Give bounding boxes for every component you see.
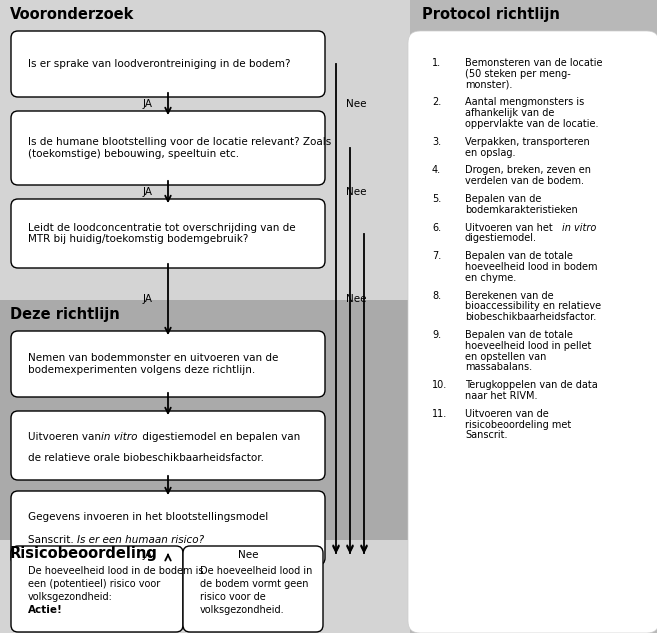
- FancyBboxPatch shape: [11, 199, 325, 268]
- Text: Aantal mengmonsters is: Aantal mengmonsters is: [465, 97, 584, 108]
- Text: Nee: Nee: [346, 99, 367, 109]
- Text: massabalans.: massabalans.: [465, 363, 532, 372]
- Text: JA: JA: [143, 99, 153, 109]
- Text: Is er een humaan risico?: Is er een humaan risico?: [77, 535, 204, 545]
- Text: Uitvoeren van het: Uitvoeren van het: [465, 223, 556, 232]
- Text: en opslag.: en opslag.: [465, 147, 516, 158]
- Text: een (potentieel) risico voor: een (potentieel) risico voor: [28, 579, 160, 589]
- Bar: [0, 0, 410, 300]
- Text: Risicobeoordeling: Risicobeoordeling: [10, 546, 158, 561]
- Text: 9.: 9.: [432, 330, 441, 340]
- Text: De hoeveelheid lood in de bodem is: De hoeveelheid lood in de bodem is: [28, 566, 204, 576]
- Text: Is de humane blootstelling voor de locatie relevant? Zoals
(toekomstige) bebouwi: Is de humane blootstelling voor de locat…: [28, 137, 331, 159]
- Text: digestiemodel en bepalen van: digestiemodel en bepalen van: [139, 432, 300, 442]
- Text: JA: JA: [143, 187, 153, 197]
- Text: Bepalen van de totale: Bepalen van de totale: [465, 251, 573, 261]
- Text: in vitro: in vitro: [562, 223, 597, 232]
- Text: (50 steken per meng-: (50 steken per meng-: [465, 69, 571, 78]
- Text: volksgezondheid.: volksgezondheid.: [200, 605, 284, 615]
- Text: in vitro: in vitro: [101, 432, 137, 442]
- Text: afhankelijk van de: afhankelijk van de: [465, 108, 555, 118]
- Text: biobeschikbaarheidsfactor.: biobeschikbaarheidsfactor.: [465, 312, 597, 322]
- Text: Sanscrit.: Sanscrit.: [28, 535, 77, 545]
- FancyBboxPatch shape: [11, 331, 325, 397]
- Text: 7.: 7.: [432, 251, 442, 261]
- FancyBboxPatch shape: [11, 546, 183, 632]
- FancyBboxPatch shape: [408, 31, 657, 633]
- Text: Nee: Nee: [238, 551, 258, 560]
- FancyBboxPatch shape: [183, 546, 323, 632]
- Text: JA: JA: [143, 551, 153, 560]
- Text: Drogen, breken, zeven en: Drogen, breken, zeven en: [465, 165, 591, 175]
- Text: digestiemodel.: digestiemodel.: [465, 234, 537, 244]
- Text: 6.: 6.: [432, 223, 441, 232]
- Text: verdelen van de bodem.: verdelen van de bodem.: [465, 176, 584, 186]
- Text: Nee: Nee: [346, 187, 367, 197]
- Text: Leidt de loodconcentratie tot overschrijding van de
MTR bij huidig/toekomstig bo: Leidt de loodconcentratie tot overschrij…: [28, 223, 296, 244]
- FancyBboxPatch shape: [11, 111, 325, 185]
- FancyBboxPatch shape: [11, 31, 325, 97]
- Text: Actie!: Actie!: [28, 605, 63, 615]
- Bar: [410, 0, 657, 633]
- Text: Gegevens invoeren in het blootstellingsmodel: Gegevens invoeren in het blootstellingsm…: [28, 512, 268, 522]
- Text: Nemen van bodemmonster en uitvoeren van de
bodemexperimenten volgens deze richtl: Nemen van bodemmonster en uitvoeren van …: [28, 353, 279, 375]
- Text: JA: JA: [143, 294, 153, 304]
- FancyBboxPatch shape: [11, 491, 325, 565]
- Text: 4.: 4.: [432, 165, 441, 175]
- Text: Bepalen van de: Bepalen van de: [465, 194, 541, 204]
- Text: Uitvoeren van: Uitvoeren van: [28, 432, 104, 442]
- Text: Vooronderzoek: Vooronderzoek: [10, 7, 135, 22]
- Text: naar het RIVM.: naar het RIVM.: [465, 391, 537, 401]
- Text: Is er sprake van loodverontreiniging in de bodem?: Is er sprake van loodverontreiniging in …: [28, 59, 290, 69]
- Text: hoeveelheid lood in pellet: hoeveelheid lood in pellet: [465, 341, 591, 351]
- Bar: [0, 300, 410, 540]
- Text: de relatieve orale biobeschikbaarheidsfactor.: de relatieve orale biobeschikbaarheidsfa…: [28, 453, 264, 463]
- Text: risico voor de: risico voor de: [200, 592, 265, 602]
- Text: 10.: 10.: [432, 380, 447, 390]
- Text: 5.: 5.: [432, 194, 442, 204]
- Text: risicobeoordeling met: risicobeoordeling met: [465, 420, 571, 430]
- Text: Verpakken, transporteren: Verpakken, transporteren: [465, 137, 590, 147]
- Text: de bodem vormt geen: de bodem vormt geen: [200, 579, 309, 589]
- Text: Protocol richtlijn: Protocol richtlijn: [422, 7, 560, 22]
- Text: 2.: 2.: [432, 97, 442, 108]
- Text: Bepalen van de totale: Bepalen van de totale: [465, 330, 573, 340]
- Text: volksgezondheid:: volksgezondheid:: [28, 592, 113, 602]
- Bar: [0, 540, 410, 633]
- Text: Bemonsteren van de locatie: Bemonsteren van de locatie: [465, 58, 602, 68]
- Text: bioaccessibility en relatieve: bioaccessibility en relatieve: [465, 301, 601, 311]
- Text: 11.: 11.: [432, 409, 447, 419]
- Text: 3.: 3.: [432, 137, 441, 147]
- Text: oppervlakte van de locatie.: oppervlakte van de locatie.: [465, 119, 599, 129]
- Text: De hoeveelheid lood in: De hoeveelheid lood in: [200, 566, 312, 576]
- Text: Nee: Nee: [346, 294, 367, 304]
- FancyBboxPatch shape: [11, 411, 325, 480]
- Text: Sanscrit.: Sanscrit.: [465, 430, 507, 441]
- Text: hoeveelheid lood in bodem: hoeveelheid lood in bodem: [465, 262, 597, 272]
- Text: Berekenen van de: Berekenen van de: [465, 291, 554, 301]
- Text: en opstellen van: en opstellen van: [465, 351, 547, 361]
- Text: bodemkarakteristieken: bodemkarakteristieken: [465, 205, 578, 215]
- Text: Uitvoeren van de: Uitvoeren van de: [465, 409, 549, 419]
- Text: 1.: 1.: [432, 58, 441, 68]
- Text: en chyme.: en chyme.: [465, 273, 516, 283]
- Text: 8.: 8.: [432, 291, 441, 301]
- Text: Deze richtlijn: Deze richtlijn: [10, 307, 120, 322]
- Text: monster).: monster).: [465, 80, 512, 90]
- Text: Terugkoppelen van de data: Terugkoppelen van de data: [465, 380, 598, 390]
